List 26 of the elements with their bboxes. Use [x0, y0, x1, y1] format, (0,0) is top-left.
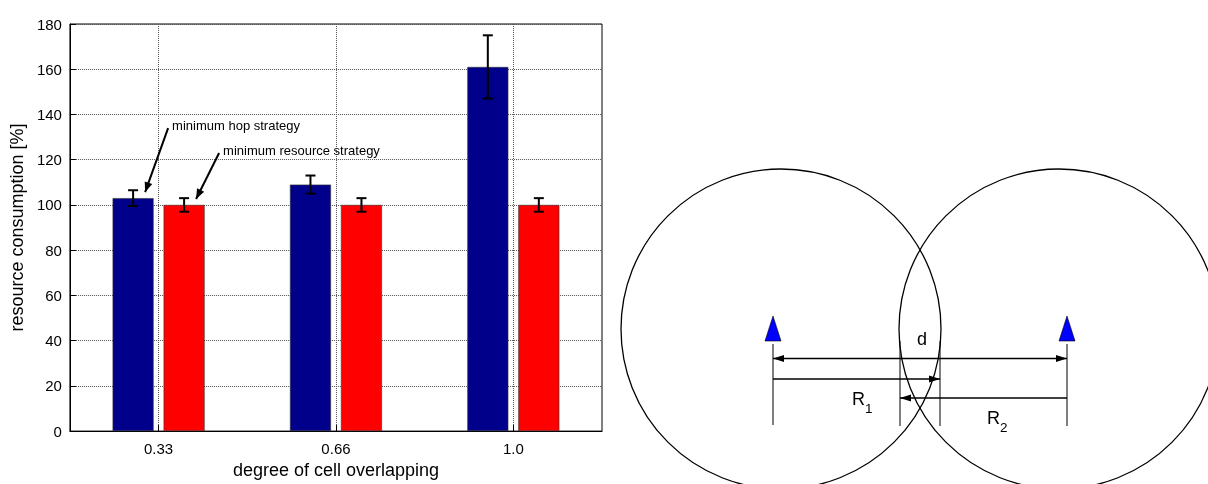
bar — [340, 204, 382, 432]
x-tick-label: 1.0 — [502, 440, 524, 458]
y-tick-label: 160 — [36, 60, 62, 78]
bar — [112, 198, 154, 432]
text: R$_{1}$ — [852, 389, 873, 416]
x-tick-label: 0.66 — [321, 440, 351, 458]
y-tick-label: 80 — [45, 241, 62, 259]
y-tick-label: 60 — [45, 286, 62, 304]
y-tick-label: 140 — [36, 105, 62, 123]
y-tick-label: 20 — [45, 377, 62, 395]
y-tick-label: 180 — [36, 15, 62, 33]
text: R$_{2}$ — [987, 408, 1008, 435]
bar — [467, 66, 509, 432]
y-tick-label: 120 — [36, 151, 62, 169]
x-axis-title: degree of cell overlapping — [232, 460, 440, 480]
x-tick-label: 0.33 — [144, 440, 174, 458]
y-tick-label: 100 — [36, 196, 62, 214]
y-tick-label: 0 — [53, 422, 62, 440]
bar — [518, 204, 560, 432]
y-tick-label: 40 — [45, 332, 62, 350]
y-axis-title: resource consumption [%] — [7, 123, 27, 332]
annotation: minimum resource strategy — [223, 142, 381, 158]
annotation: minimum hop strategy — [172, 118, 301, 134]
text: d — [916, 329, 928, 349]
bar — [289, 184, 331, 432]
bar — [163, 204, 205, 432]
